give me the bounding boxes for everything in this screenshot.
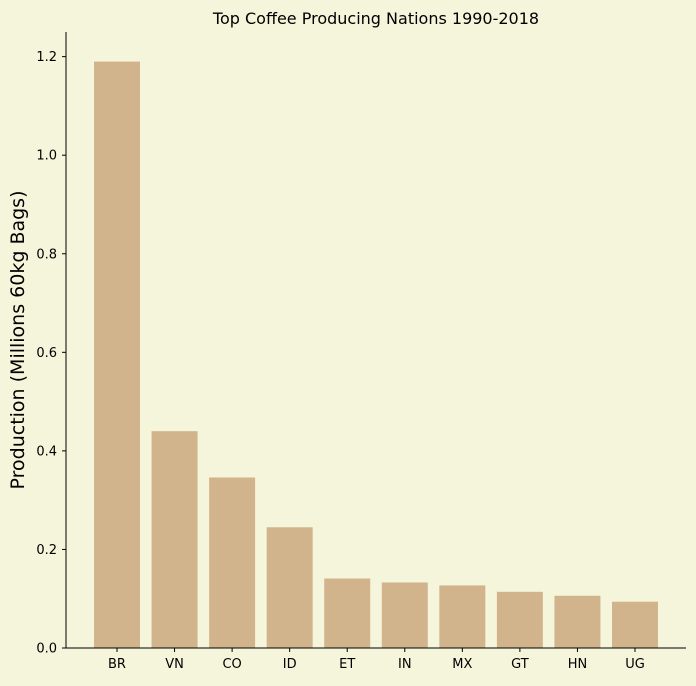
x-tick-label: MX [452,657,472,672]
bar-et [324,578,371,648]
y-tick-label: 0.4 [36,444,57,459]
x-tick-label: UG [625,657,645,672]
bar-ug [612,601,658,648]
x-axis-ticks: BR VN CO ID ET IN MX GT HN UG [108,648,645,672]
bar-hn [554,595,601,648]
x-tick-label: IN [398,657,412,672]
bar-in [381,582,428,648]
bar-br [94,61,140,648]
y-tick-label: 1.2 [36,50,57,65]
bar-vn [151,431,198,648]
y-tick-label: 0.2 [36,543,57,558]
bars-group [94,61,658,648]
bar-co [209,477,256,648]
y-axis-label: Production (Millions 60kg Bags) [7,191,29,490]
x-tick-label: CO [222,657,241,672]
y-axis-ticks: 0.0 0.2 0.4 0.6 0.8 1.0 1.2 [36,50,66,657]
y-tick-label: 0.6 [36,346,57,361]
y-tick-label: 0.8 [36,247,57,262]
x-tick-label: ET [339,657,355,672]
x-tick-label: HN [568,657,588,672]
x-tick-label: ID [283,657,297,672]
bar-id [266,527,313,648]
x-tick-label: GT [511,657,529,672]
x-tick-label: BR [108,657,126,672]
bar-mx [439,585,486,648]
y-tick-label: 1.0 [36,149,57,164]
chart-title: Top Coffee Producing Nations 1990-2018 [212,9,539,28]
bar-gt [496,591,543,648]
y-tick-label: 0.0 [36,642,57,657]
x-tick-label: VN [165,657,184,672]
